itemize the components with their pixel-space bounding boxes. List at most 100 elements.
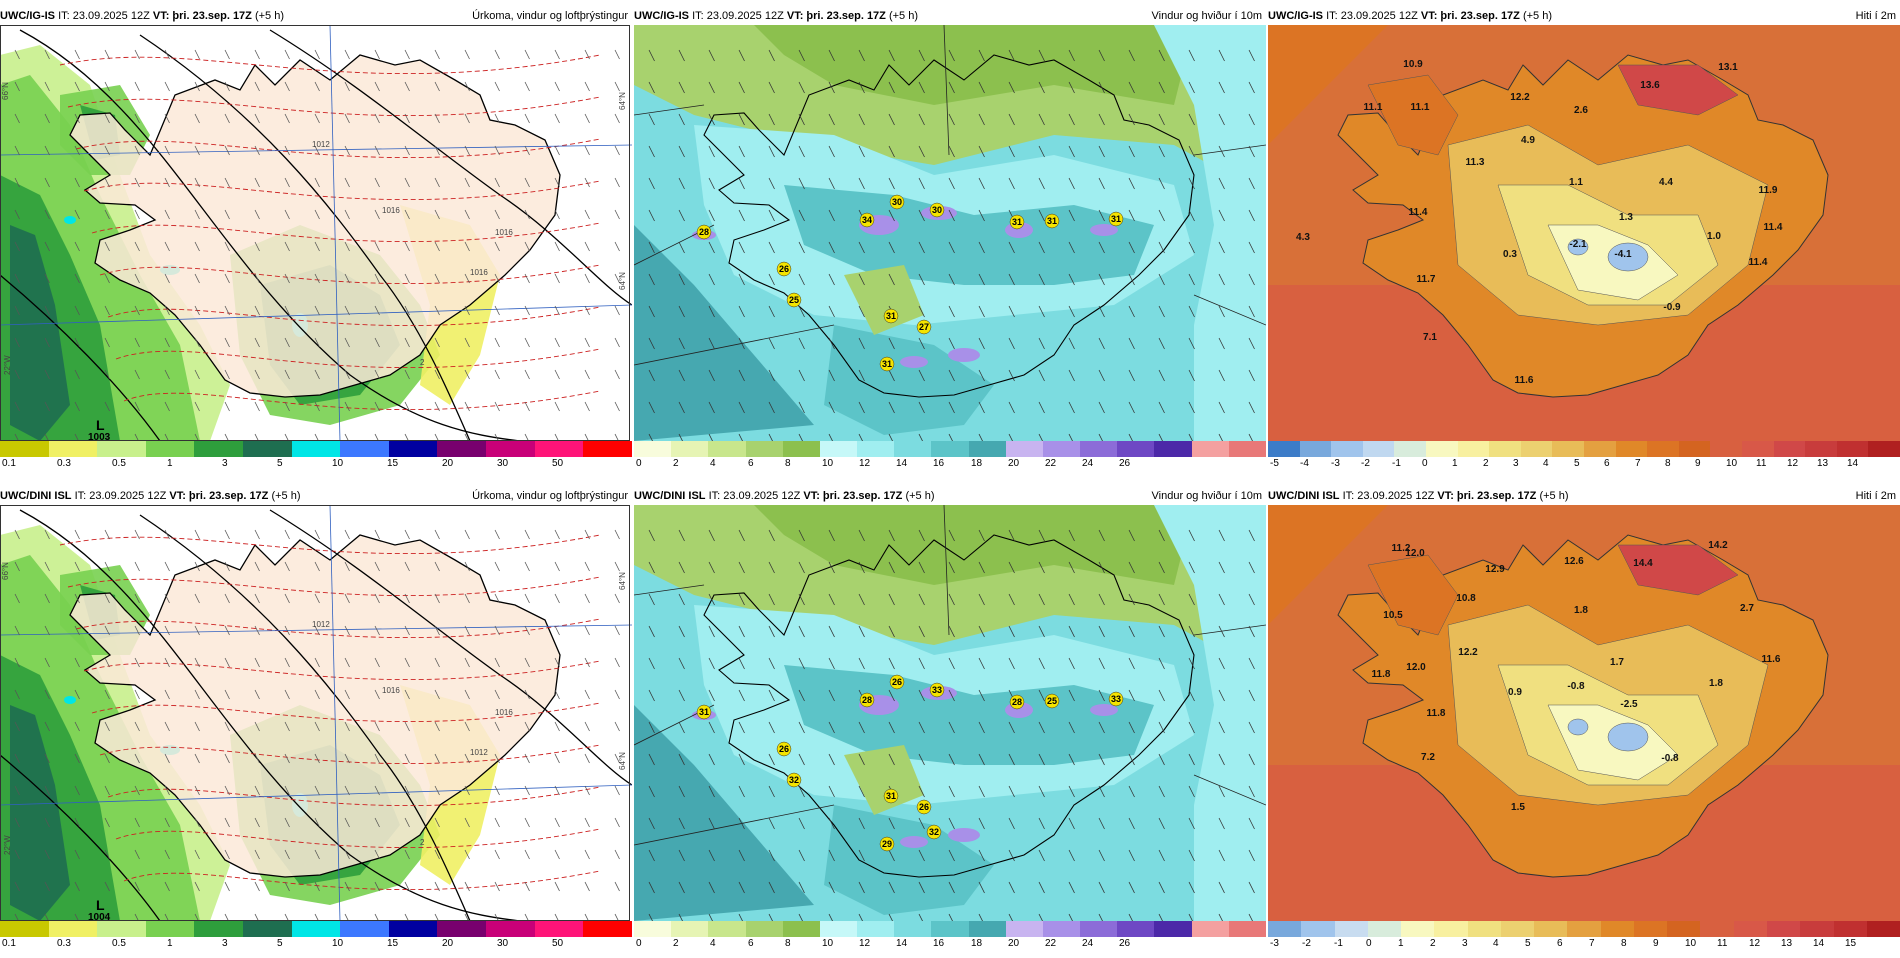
wind-arrow (254, 209, 260, 220)
wind-arrow (1128, 913, 1133, 921)
wind-arrow (584, 401, 590, 412)
temperature-area (1617, 544, 1739, 596)
map-area[interactable]: 12.0 11.2 12.9 12.6 14.4 14.2 10.5 10.8 1.8 2.7 12… (1268, 505, 1900, 921)
map-area[interactable]: 31 26 28 26 33 28 25 33 32 31 26 29 32 (634, 505, 1266, 921)
gust-value: 33 (1111, 694, 1121, 704)
wind-arrow (344, 657, 350, 668)
wind-arrow (1038, 625, 1045, 638)
wind-arrow (524, 625, 530, 636)
wind-arrow (104, 401, 110, 412)
wind-arrow (1128, 401, 1135, 414)
wind-arrow (494, 785, 500, 796)
wind-arrow (44, 49, 50, 60)
colorbar-ticks: -5 -4 -3 -2 -1 0 1 2 3 4 5 6 7 8 9 10 11 12 13 14 (1268, 458, 1900, 472)
wind-arrow (738, 817, 745, 830)
wind-arrow (918, 721, 925, 734)
colorbar-tick-label: 0 (636, 938, 642, 949)
wind-arrow (434, 273, 440, 284)
wind-arrow (134, 369, 140, 380)
wind-arrow (1038, 305, 1045, 318)
colorbar-swatch (1228, 441, 1266, 457)
wind-speed-area (844, 265, 924, 335)
map-area[interactable]: 10.9 11.1 11.1 12.2 2.6 13.6 13.1 4.9 11.3 1.1 11.… (1268, 25, 1900, 441)
wind-arrow (768, 177, 775, 190)
wind-arrow (1098, 337, 1105, 350)
colorbar-swatch (671, 441, 709, 457)
temperature-area (1367, 554, 1459, 636)
wind-arrow (284, 273, 290, 284)
colorbar-swatch (388, 921, 438, 937)
model-name: UWC/IG-IS (634, 10, 689, 22)
colorbar (0, 441, 632, 457)
wind-arrow (948, 561, 955, 574)
wind-arrow (708, 593, 715, 606)
temperature-value: 7.2 (1421, 752, 1435, 763)
wind-arrow (1038, 657, 1045, 670)
wind-arrow (284, 785, 290, 796)
wind-arrow (1038, 113, 1045, 126)
wind-arrow (1098, 49, 1105, 62)
colorbar-tick-label: 7 (1589, 938, 1595, 949)
wind-arrow (1038, 241, 1045, 254)
model-name: UWC/DINI ISL (0, 490, 72, 502)
graticule-label: 66°N (1, 82, 10, 100)
wind-arrow (374, 273, 380, 284)
wind-arrow (134, 593, 140, 604)
colorbar-swatch (1800, 921, 1834, 937)
wind-arrow (164, 721, 170, 732)
temperature-value: 1.8 (1709, 678, 1723, 689)
map-area[interactable]: 1012 1016 1016 1016 2 66°N 64°N 64°N 22°W L 1003 (0, 25, 632, 441)
colorbar-tick-label: 10 (1685, 938, 1697, 949)
wind-arrow (768, 369, 775, 382)
wind-arrow (798, 177, 805, 190)
wind-arrow (44, 81, 50, 92)
colorbar-tick-label: 10 (822, 458, 834, 469)
wind-arrow (284, 145, 290, 156)
colorbar-swatch (1425, 441, 1458, 457)
wind-arrow (678, 849, 685, 862)
wind-arrow (254, 369, 260, 380)
wind-arrow (768, 49, 775, 62)
wind-arrow (1218, 561, 1225, 574)
wind-arrow (74, 593, 80, 604)
wind-arrow (524, 689, 530, 700)
wind-arrow (858, 849, 865, 862)
map-area[interactable]: 28 26 34 30 30 31 31 31 25 31 27 31 (634, 25, 1266, 441)
wind-arrow (1068, 369, 1075, 382)
isobar-label: 1012 (312, 140, 330, 149)
wind-arrow (1128, 625, 1135, 638)
wind-arrow (494, 849, 500, 860)
colorbar-tick-label: 15 (387, 458, 399, 469)
wind-arrow (554, 113, 560, 124)
wind-arrow (1008, 529, 1015, 542)
wind-arrow (554, 177, 560, 188)
wind-arrow (314, 337, 320, 348)
wind-arrow (708, 337, 715, 350)
colorbar-swatch (1552, 441, 1584, 457)
wind-arrow (678, 273, 685, 286)
colorbar-swatch (194, 921, 244, 937)
wind-arrow (888, 881, 895, 894)
wind-arrow (134, 81, 140, 92)
colorbar-swatch (1080, 921, 1118, 937)
wind-arrow (828, 817, 835, 830)
wind-arrow (134, 49, 140, 60)
wind-arrow (798, 753, 805, 766)
wind-arrow (1128, 529, 1135, 542)
wind-arrow (134, 817, 140, 828)
wind-arrow (978, 241, 985, 254)
gust-value: 31 (1012, 217, 1022, 227)
wind-arrow (254, 881, 260, 892)
wind-arrow (1158, 913, 1163, 921)
graticule-line (634, 804, 835, 846)
wind-arrow (798, 721, 805, 734)
wind-arrow (44, 913, 49, 921)
wind-arrow (524, 305, 530, 316)
map-area[interactable]: 1012 1016 1016 1012 2 66°N 64°N 64°N 22°W L 1004 (0, 505, 632, 921)
wind-arrow (524, 561, 530, 572)
wind-arrow (434, 657, 440, 668)
wind-arrow (978, 49, 985, 62)
wind-arrow (404, 433, 409, 441)
colorbar-swatch (1117, 441, 1155, 457)
wind-speed-area (784, 665, 1154, 765)
